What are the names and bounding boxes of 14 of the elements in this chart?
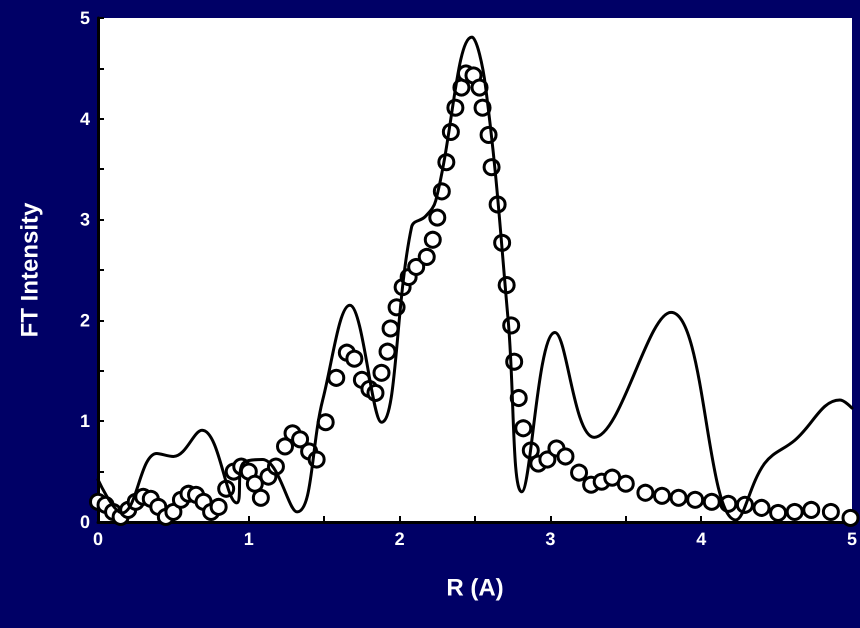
- x-axis-title: R (A): [446, 574, 504, 602]
- y-tick-label: 5: [80, 8, 90, 28]
- y-tick-label: 4: [80, 108, 90, 129]
- y-tick-label: 0: [80, 512, 90, 532]
- x-tick-label: 4: [696, 529, 706, 549]
- x-tick-label: 5: [846, 529, 857, 549]
- y-tick-label: 2: [80, 310, 90, 330]
- y-tick-label: 1: [80, 411, 90, 432]
- x-tick-label: 0: [92, 529, 104, 549]
- x-tick-label: 2: [394, 529, 405, 549]
- x-tick-label: 3: [545, 529, 556, 549]
- y-tick-label: 3: [80, 210, 90, 230]
- y-axis-title: FT Intensity: [16, 202, 44, 338]
- x-tick-label: 1: [244, 529, 254, 549]
